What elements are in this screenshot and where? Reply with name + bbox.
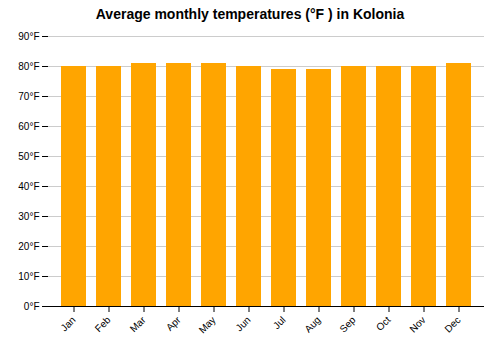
- svg-text:60°F: 60°F: [18, 121, 39, 132]
- svg-text:May: May: [197, 314, 218, 335]
- svg-text:10°F: 10°F: [18, 271, 39, 282]
- svg-text:Sep: Sep: [337, 314, 358, 335]
- svg-text:80°F: 80°F: [18, 61, 39, 72]
- svg-text:Aug: Aug: [302, 314, 322, 334]
- svg-text:40°F: 40°F: [18, 181, 39, 192]
- svg-text:Nov: Nov: [407, 314, 427, 334]
- svg-text:30°F: 30°F: [18, 211, 39, 222]
- svg-text:Feb: Feb: [93, 314, 113, 334]
- svg-text:Mar: Mar: [128, 314, 148, 334]
- svg-text:0°F: 0°F: [24, 301, 40, 312]
- svg-text:90°F: 90°F: [18, 31, 39, 42]
- svg-text:Jan: Jan: [58, 314, 77, 333]
- svg-text:20°F: 20°F: [18, 241, 39, 252]
- svg-text:Jun: Jun: [233, 314, 252, 333]
- svg-text:70°F: 70°F: [18, 91, 39, 102]
- html-text:Average monthly temperatures (: Average monthly temperatures (°F ) in Ko…: [95, 6, 405, 22]
- svg-text:Apr: Apr: [164, 314, 183, 333]
- svg-text:Dec: Dec: [442, 314, 462, 334]
- svg-text:50°F: 50°F: [18, 151, 39, 162]
- svg-text:Oct: Oct: [374, 314, 393, 333]
- svg-text:Jul: Jul: [271, 314, 288, 331]
